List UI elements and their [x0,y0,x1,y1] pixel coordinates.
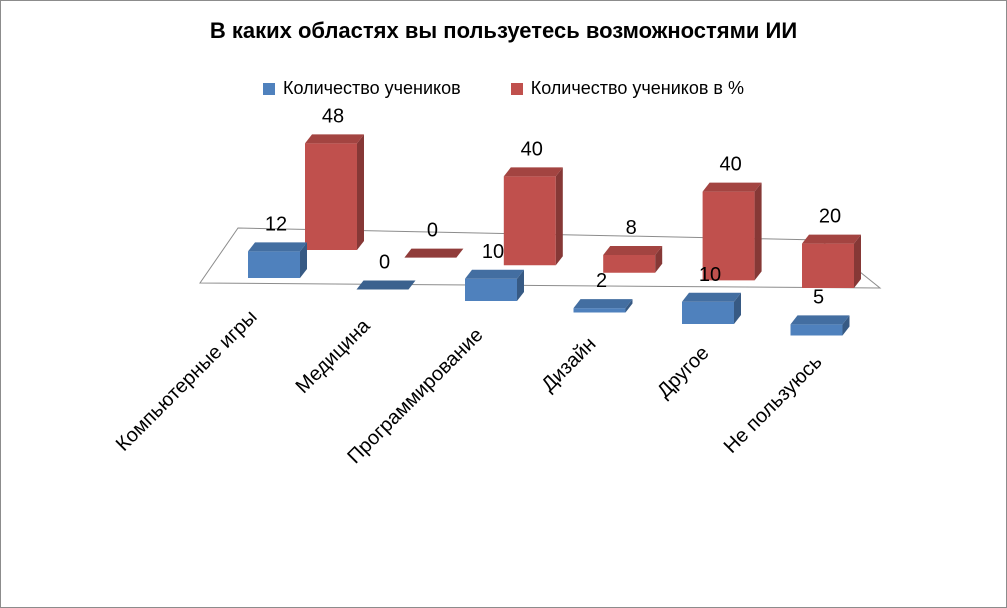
bar-percent-2 [503,167,563,266]
value-label-percent-1: 0 [427,220,438,242]
bar-students-5 [790,315,850,336]
value-label-students-4: 10 [699,264,721,286]
bar-percent-3 [603,246,663,273]
category-label-5: Не пользуюсь [720,351,827,458]
value-label-percent-2: 40 [521,138,543,160]
category-label-0: Компьютерные игры [112,306,262,456]
chart-legend: Количество учеников Количество учеников … [0,78,1007,99]
bar-students-2 [465,269,524,301]
legend-label-series-1: Количество учеников [283,78,461,98]
bar-students-3 [573,299,633,313]
chart-title: В каких областях вы пользуетесь возможно… [209,18,798,43]
category-label-1: Медицина [292,314,375,397]
bar-students-4 [682,292,741,324]
legend-swatch-series-2 [510,82,523,95]
value-label-students-2: 10 [482,241,504,263]
bar-students-0 [248,242,307,278]
category-label-2: Программирование [343,324,487,468]
category-label-3: Дизайн [537,333,600,396]
value-label-percent-0: 48 [322,105,344,127]
bar-students-1 [356,280,416,290]
bar-percent-4 [702,182,762,281]
value-label-percent-3: 8 [626,217,637,239]
value-label-students-1: 0 [379,252,390,274]
category-label-4: Другое [653,342,713,402]
value-label-students-3: 2 [596,270,607,292]
bar-percent-1 [404,248,464,258]
value-label-students-0: 12 [265,213,287,235]
legend-swatch-series-1 [263,82,275,95]
value-label-percent-5: 20 [819,206,841,228]
legend-label-series-2: Количество учеников в % [530,78,744,98]
value-label-percent-4: 40 [719,154,741,176]
legend-item-series-2: Количество учеников в % [510,78,744,99]
bar-percent-0 [305,134,364,250]
value-label-students-5: 5 [813,286,824,308]
legend-item-series-1: Количество учеников [263,78,461,99]
bar-percent-5 [802,234,861,288]
